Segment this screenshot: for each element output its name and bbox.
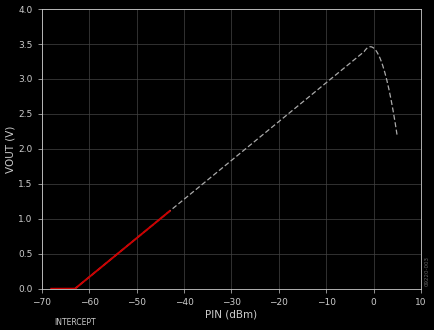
X-axis label: PIN (dBm): PIN (dBm) [205, 310, 257, 319]
Text: INTERCEPT: INTERCEPT [54, 318, 95, 327]
Text: 09220-003: 09220-003 [424, 256, 429, 286]
Y-axis label: VOUT (V): VOUT (V) [6, 125, 16, 173]
